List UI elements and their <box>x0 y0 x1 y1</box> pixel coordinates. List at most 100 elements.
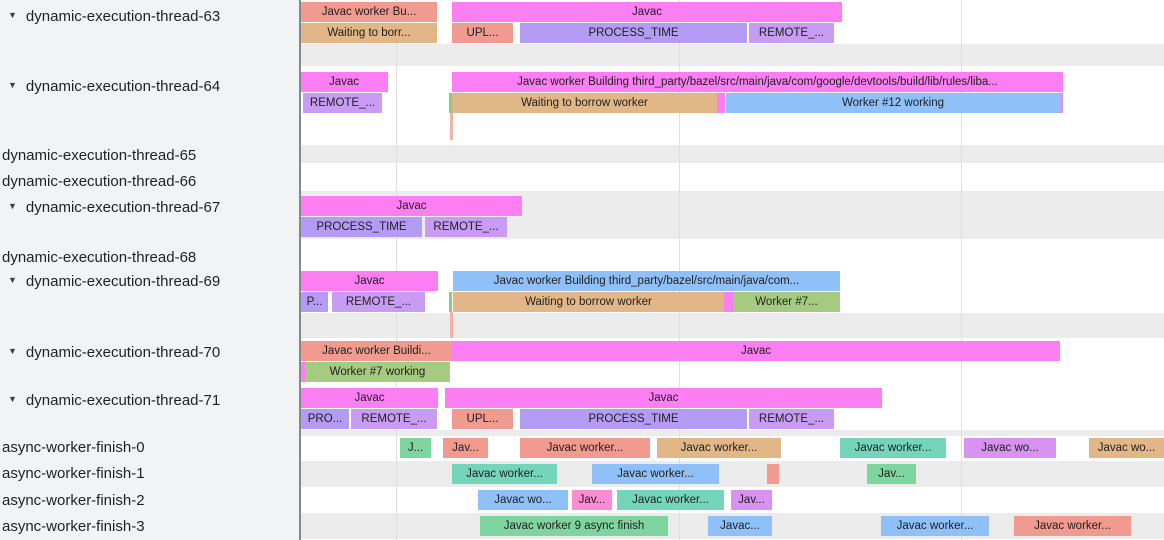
timeline-bar[interactable]: PROCESS_TIME <box>520 409 747 429</box>
chevron-down-icon[interactable]: ▼ <box>8 80 17 90</box>
timeline-bar[interactable]: REMOTE_... <box>351 409 437 429</box>
chevron-down-icon[interactable]: ▼ <box>8 10 17 20</box>
sidebar-track-async-worker-finish-1[interactable]: async-worker-finish-1 <box>2 463 145 483</box>
timeline-bar[interactable]: Javac wo... <box>1089 438 1164 458</box>
sidebar-track-dynamic-execution-thread-67[interactable]: ▼ dynamic-execution-thread-67 <box>8 197 220 217</box>
timeline-bar-label: Worker #12 working <box>841 97 945 109</box>
timeline-bar[interactable] <box>449 93 452 113</box>
sidebar-track-dynamic-execution-thread-71[interactable]: ▼ dynamic-execution-thread-71 <box>8 390 220 410</box>
timeline-bar[interactable]: REMOTE_... <box>749 23 834 43</box>
timeline-bar[interactable] <box>449 292 452 312</box>
timeline-bar-label: UPL... <box>466 413 499 425</box>
timeline-bar[interactable]: Javac worker... <box>617 490 724 510</box>
timeline-bar[interactable]: Javac <box>445 388 882 408</box>
sidebar-track-dynamic-execution-thread-65[interactable]: dynamic-execution-thread-65 <box>2 145 196 165</box>
sidebar-track-dynamic-execution-thread-64[interactable]: ▼ dynamic-execution-thread-64 <box>8 76 220 96</box>
timeline-bar-label: Javac <box>740 345 772 357</box>
timeline-bar-label: Javac worker... <box>896 520 974 532</box>
timeline-bar[interactable]: Jav... <box>867 464 916 484</box>
timeline-bar[interactable]: Waiting to borr... <box>301 23 437 43</box>
timeline-bar-label: Javac wo... <box>1097 442 1156 454</box>
track-label: async-worker-finish-1 <box>2 464 145 482</box>
sidebar-track-async-worker-finish-3[interactable]: async-worker-finish-3 <box>2 516 145 536</box>
timeline-bar[interactable]: PROCESS_TIME <box>520 23 747 43</box>
timeline-bar[interactable]: Jav... <box>731 490 772 510</box>
timeline-bar[interactable] <box>767 464 779 484</box>
timeline-bar[interactable]: Javac worker... <box>520 438 650 458</box>
timeline-bar[interactable]: Javac worker Buildi... <box>301 341 452 361</box>
row-band <box>301 313 1164 338</box>
timeline-bar-label: REMOTE_... <box>758 413 825 425</box>
timeline-bar[interactable]: J... <box>400 438 431 458</box>
timeline-bar-label: Javac <box>631 6 663 18</box>
timeline-bar[interactable] <box>1060 93 1063 113</box>
sidebar-track-dynamic-execution-thread-63[interactable]: ▼ dynamic-execution-thread-63 <box>8 6 220 26</box>
timeline-bar[interactable]: Javac worker... <box>452 464 557 484</box>
timeline-bar[interactable]: Waiting to borrow worker <box>452 93 717 113</box>
timeline-bar[interactable]: REMOTE_... <box>303 93 382 113</box>
timeline-bar-label: Javac worker... <box>854 442 932 454</box>
timeline-bar-label: UPL... <box>466 27 499 39</box>
chevron-down-icon[interactable]: ▼ <box>8 346 17 356</box>
timeline-bar-label: Javac wo... <box>981 442 1039 454</box>
timeline-bar[interactable]: Worker #7... <box>733 292 840 312</box>
timeline-bar[interactable]: Javac wo... <box>964 438 1056 458</box>
timeline-bar[interactable]: Javac <box>300 72 388 92</box>
timeline-bar[interactable]: Javac worker... <box>592 464 719 484</box>
chevron-down-icon[interactable]: ▼ <box>8 275 17 285</box>
sidebar-track-async-worker-finish-0[interactable]: async-worker-finish-0 <box>2 437 145 457</box>
track-label: dynamic-execution-thread-69 <box>25 272 221 290</box>
timeline-bar[interactable]: Javac <box>452 2 842 22</box>
timeline-bar[interactable] <box>301 362 305 382</box>
timeline-bar[interactable]: Javac worker Building third_party/bazel/… <box>453 271 840 291</box>
timeline-bar[interactable]: Worker #7 working <box>305 362 450 382</box>
timeline-bar[interactable] <box>717 93 725 113</box>
timeline-bar[interactable] <box>724 292 733 312</box>
timeline-bar[interactable]: Jav... <box>443 438 488 458</box>
sidebar-track-dynamic-execution-thread-66[interactable]: dynamic-execution-thread-66 <box>2 171 196 191</box>
timeline-bar[interactable]: Worker #12 working <box>726 93 1060 113</box>
timeline-bar[interactable]: Javac... <box>708 516 772 536</box>
timeline-bar[interactable]: Waiting to borrow worker <box>453 292 724 312</box>
timeline-bar[interactable]: UPL... <box>452 409 513 429</box>
timeline-bar-label: Javac worker Building third_party/bazel/… <box>493 275 800 287</box>
chevron-down-icon[interactable]: ▼ <box>8 394 17 404</box>
track-name-sidebar: ▼ dynamic-execution-thread-63 ▼ dynamic-exe… <box>0 0 299 540</box>
track-label: async-worker-finish-3 <box>2 517 145 535</box>
timeline-canvas[interactable]: Javac worker Bu... Javac Waiting to borr..… <box>300 0 1164 540</box>
timeline-bar[interactable]: UPL... <box>452 23 513 43</box>
timeline-bar-label: Javac... <box>720 520 760 532</box>
timeline-bar[interactable]: Javac worker Building third_party/bazel/… <box>452 72 1063 92</box>
timeline-bar[interactable]: REMOTE_... <box>425 217 507 237</box>
timeline-bar[interactable]: Javac worker... <box>657 438 781 458</box>
timeline-bar-label: REMOTE_... <box>361 413 427 425</box>
timeline-bar-label: Jav... <box>738 494 765 506</box>
timeline-bar[interactable]: Jav... <box>572 490 612 510</box>
timeline-bar[interactable]: REMOTE_... <box>332 292 425 312</box>
timeline-bar[interactable]: Javac worker 9 async finish <box>480 516 668 536</box>
timeline-bar[interactable]: PROCESS_TIME <box>301 217 422 237</box>
timeline-bar[interactable]: Javac worker... <box>881 516 989 536</box>
timeline-bar-label: PROCESS_TIME <box>588 413 679 425</box>
timeline-bar-label: J... <box>407 442 424 454</box>
timeline-bar[interactable]: Javac <box>301 271 438 291</box>
chevron-down-icon[interactable]: ▼ <box>8 201 17 211</box>
sidebar-track-dynamic-execution-thread-68[interactable]: dynamic-execution-thread-68 <box>2 247 196 267</box>
timeline-bar[interactable]: Javac worker... <box>840 438 946 458</box>
sidebar-track-dynamic-execution-thread-70[interactable]: ▼ dynamic-execution-thread-70 <box>8 342 220 362</box>
timeline-bar-label: Javac <box>328 76 360 88</box>
timeline-bar[interactable]: Javac <box>301 388 438 408</box>
timeline-bar[interactable]: P... <box>301 292 328 312</box>
timeline-bar[interactable]: REMOTE_... <box>749 409 834 429</box>
timeline-bar[interactable]: Javac <box>452 341 1060 361</box>
timeline-bar[interactable]: Javac wo... <box>478 490 568 510</box>
timeline-bar[interactable]: Javac <box>301 196 522 216</box>
sidebar-track-dynamic-execution-thread-69[interactable]: ▼ dynamic-execution-thread-69 <box>8 271 220 291</box>
sidebar-track-async-worker-finish-2[interactable]: async-worker-finish-2 <box>2 490 145 510</box>
timeline-bar[interactable]: PRO... <box>301 409 349 429</box>
timeline-bar-label: Javac worker... <box>680 442 758 454</box>
timeline-bar-label: Javac <box>354 392 385 404</box>
timeline-bar[interactable]: Javac worker... <box>1014 516 1131 536</box>
timeline-bar[interactable]: Javac worker Bu... <box>301 2 437 22</box>
